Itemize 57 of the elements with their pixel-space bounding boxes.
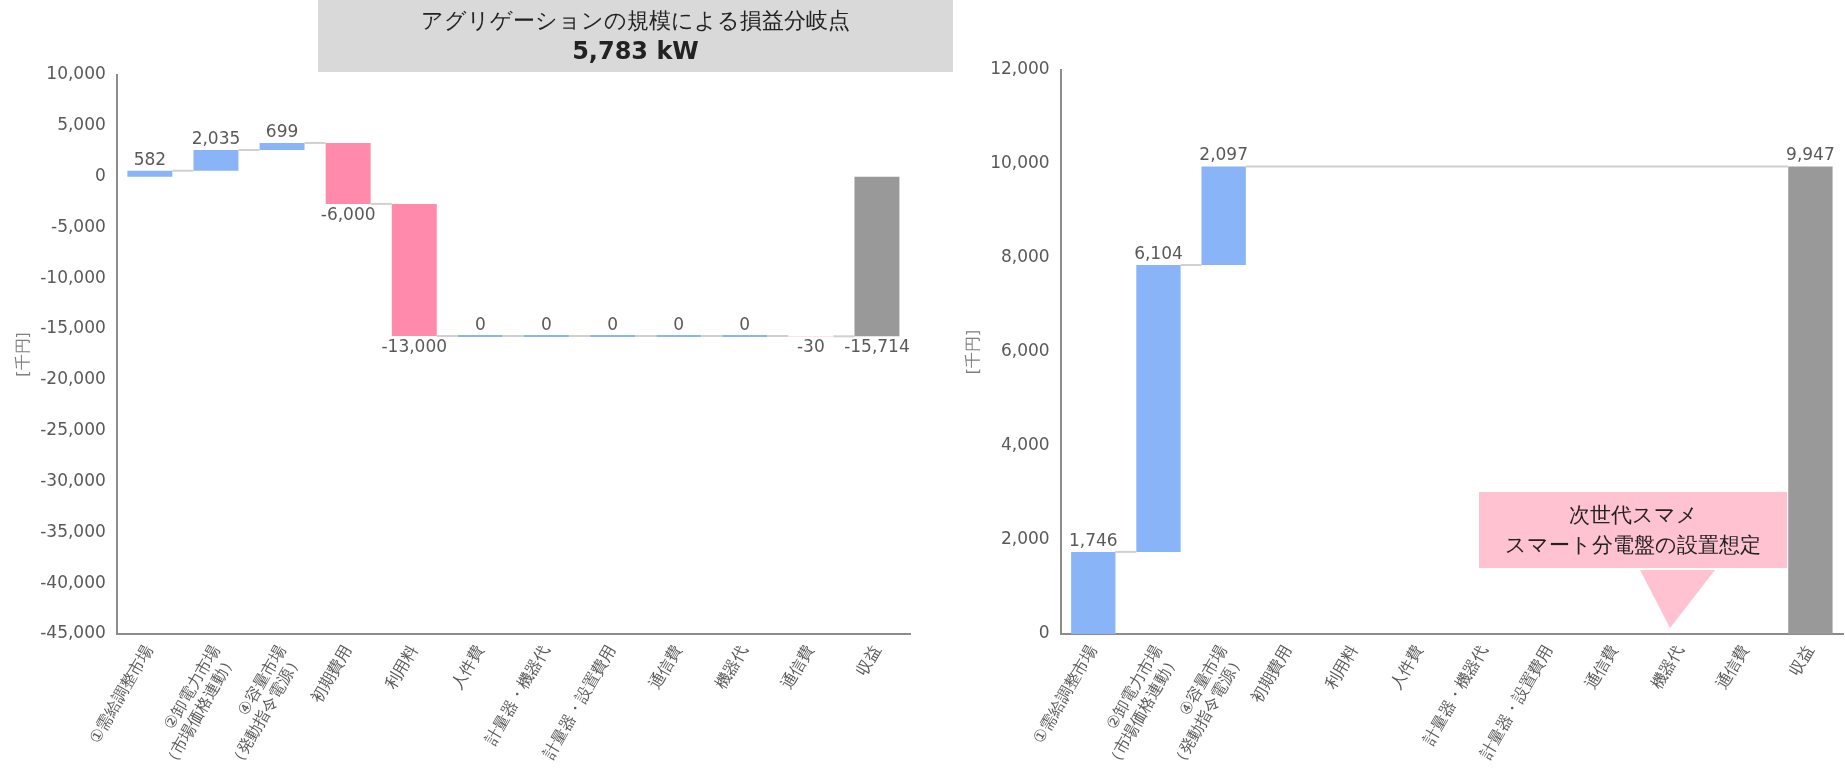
- x-tick-label: 人件費: [446, 641, 488, 693]
- chart-title: アグリゲーションの規模による損益分岐点: [420, 7, 851, 35]
- y-tick-label: -10,000: [40, 266, 106, 287]
- data-label: -13,000: [381, 335, 448, 356]
- x-tick-label: 機器代: [1646, 641, 1688, 693]
- annotation: スマート分電盤の設置想定: [1504, 532, 1762, 559]
- data-label: 2,035: [191, 127, 241, 148]
- y-tick-label: 0: [1038, 622, 1050, 643]
- x-tick-label: 通信費: [645, 641, 686, 693]
- y-tick-label: 5,000: [57, 114, 106, 135]
- data-label: -30: [796, 336, 825, 357]
- data-label: 0: [673, 313, 685, 334]
- data-label: -15,714: [844, 336, 910, 357]
- y-axis-title: [千円]: [12, 332, 32, 377]
- x-tick-label: ①需給調整市場: [85, 641, 157, 747]
- y-axis-title: [千円]: [962, 329, 982, 375]
- x-tick-label: 利用料: [1320, 641, 1362, 693]
- y-tick-label: 2,000: [1001, 528, 1050, 549]
- data-label: 6,104: [1134, 242, 1183, 263]
- data-label: 9,947: [1786, 144, 1835, 165]
- data-label: 2,097: [1199, 144, 1248, 165]
- chart-subtitle: 5,783 kW: [571, 36, 700, 66]
- data-label: 0: [474, 313, 486, 334]
- annotation: 次世代スマメ: [1567, 502, 1699, 529]
- y-tick-label: 6,000: [1001, 340, 1050, 361]
- x-tick-label: 通信費: [1711, 641, 1753, 693]
- x-tick-label: 通信費: [777, 641, 818, 693]
- x-tick-label: 利用料: [380, 641, 422, 693]
- y-tick-label: 8,000: [1001, 246, 1050, 267]
- y-tick-label: -20,000: [40, 368, 106, 389]
- x-tick-label: 人件費: [1385, 641, 1427, 693]
- x-tick-label: 初期費用: [1247, 641, 1296, 707]
- y-tick-label: -45,000: [40, 622, 106, 643]
- data-label: 0: [607, 313, 618, 334]
- data-label: -6,000: [320, 203, 376, 224]
- x-tick-label: 初期費用: [306, 641, 356, 707]
- y-tick-label: -5,000: [51, 215, 106, 236]
- y-tick-label: 10,000: [990, 152, 1050, 173]
- y-tick-label: 12,000: [990, 58, 1050, 79]
- y-tick-label: -30,000: [40, 469, 106, 490]
- y-tick-label: -15,000: [40, 317, 106, 338]
- data-label: 582: [133, 148, 167, 169]
- y-tick-label: -25,000: [40, 419, 106, 440]
- x-tick-label: 機器代: [711, 641, 752, 693]
- y-tick-label: 0: [94, 165, 106, 186]
- y-tick-label: -40,000: [40, 571, 106, 592]
- y-tick-label: -35,000: [40, 520, 106, 541]
- data-label: 699: [265, 120, 299, 141]
- x-tick-label: 収益: [1785, 641, 1818, 679]
- x-tick-label: 通信費: [1581, 641, 1622, 693]
- data-label: 1,746: [1068, 529, 1118, 550]
- y-tick-label: 4,000: [1001, 434, 1050, 455]
- y-tick-label: 10,000: [46, 63, 106, 84]
- data-label: 0: [541, 313, 552, 334]
- x-tick-label: ①需給調整市場: [1028, 641, 1101, 747]
- data-label: 0: [739, 313, 751, 334]
- x-tick-label: 収益: [851, 641, 885, 679]
